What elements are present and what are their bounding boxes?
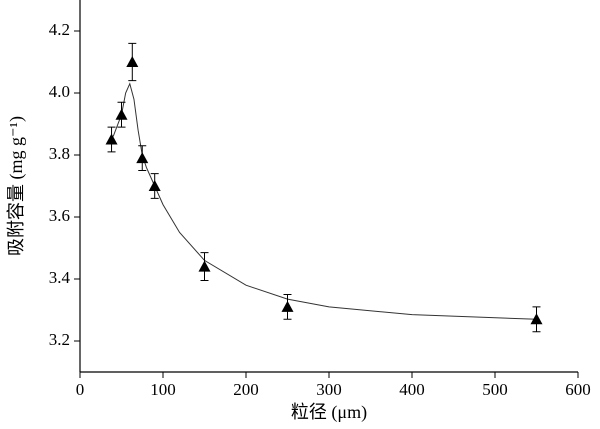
y-tick-label: 3.2 <box>49 330 70 349</box>
data-point <box>126 56 139 67</box>
x-tick-label: 600 <box>565 380 591 399</box>
x-tick-label: 200 <box>233 380 259 399</box>
x-tick-label: 300 <box>316 380 342 399</box>
data-point <box>148 180 161 191</box>
data-point <box>105 133 118 145</box>
x-tick-label: 0 <box>76 380 85 399</box>
x-tick-label: 400 <box>399 380 425 399</box>
y-tick-label: 3.8 <box>49 144 70 163</box>
data-point <box>115 108 128 120</box>
y-tick-label: 3.4 <box>49 268 71 287</box>
x-tick-label: 100 <box>150 380 176 399</box>
data-point <box>281 300 294 312</box>
y-tick-label: 3.6 <box>49 206 70 225</box>
y-tick-label: 4.2 <box>49 20 70 39</box>
x-axis-title: 粒径 (μm) <box>291 402 367 423</box>
y-tick-label: 4.0 <box>49 82 70 101</box>
data-point <box>198 260 211 272</box>
y-axis-title: 吸附容量 (mg g⁻¹) <box>6 116 27 256</box>
data-point <box>136 152 149 164</box>
x-tick-label: 500 <box>482 380 508 399</box>
data-point <box>530 313 543 325</box>
fit-curve <box>112 82 537 320</box>
